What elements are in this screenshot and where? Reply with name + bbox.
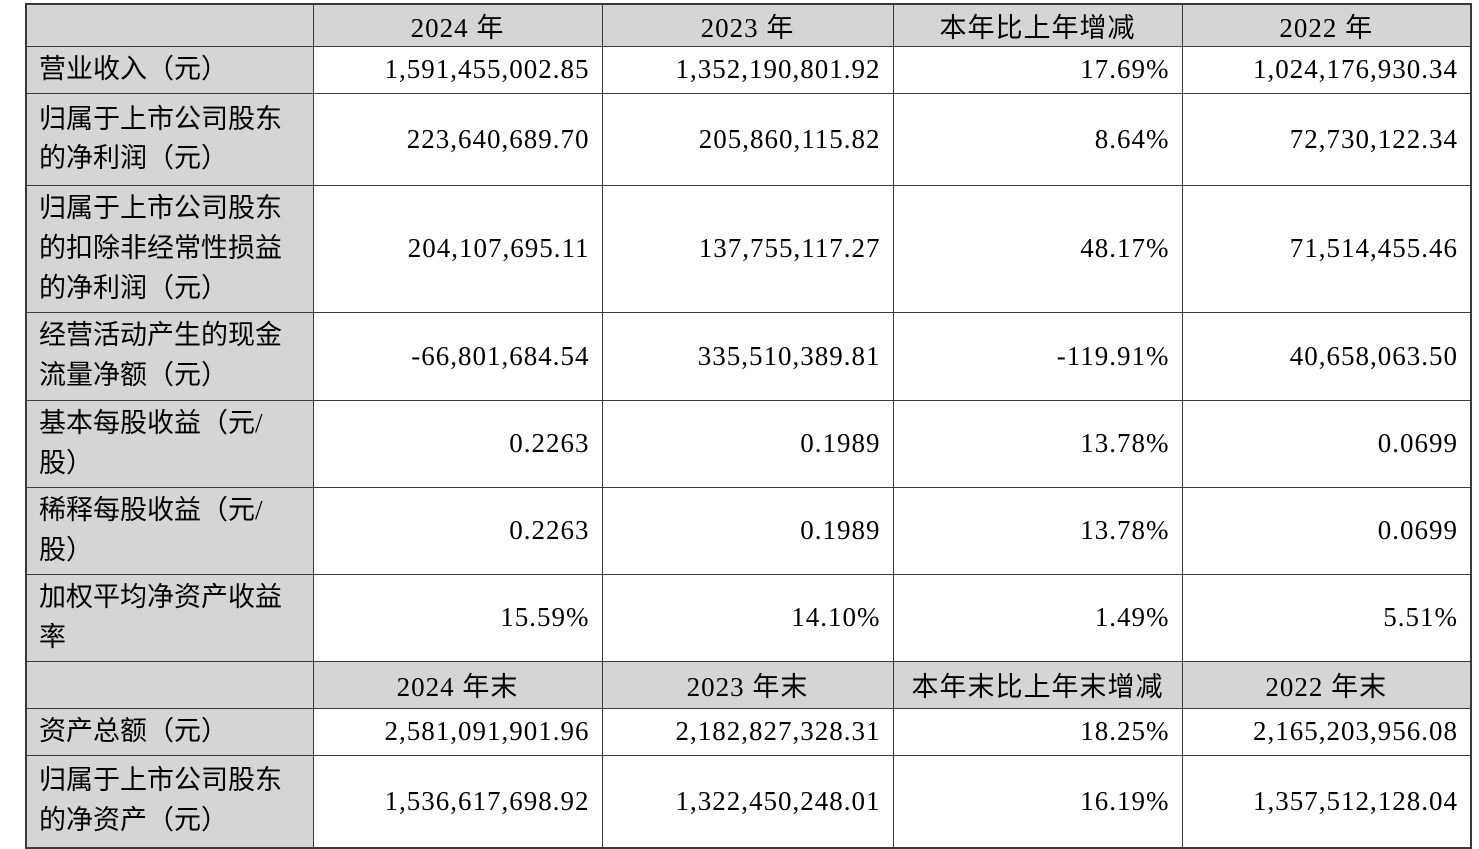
value-cell-2023: 0.1989 (601, 486, 894, 575)
value-cell-2023: 205,860,115.82 (601, 92, 894, 186)
value-cell-change: 48.17% (892, 184, 1183, 313)
value-cell-2023: 137,755,117.27 (601, 184, 894, 313)
value-cell-change: 17.69% (892, 46, 1183, 94)
column-header-2023: 2023 年 (601, 3, 894, 47)
table-row-total-assets: 资产总额（元） 2,581,091,901.96 2,182,827,328.3… (25, 707, 1472, 756)
table-row-net-profit-excl-nonrecurring: 归属于上市公司股东的扣除非经常性损益的净利润（元） 204,107,695.11… (25, 184, 1472, 313)
value-cell-2024: 1,591,455,002.85 (312, 46, 603, 94)
value-cell-2024: 0.2263 (312, 486, 603, 575)
table-row-net-assets-attributable: 归属于上市公司股东的净资产（元） 1,536,617,698.92 1,322,… (25, 754, 1472, 849)
value-cell-2022: 71,514,455.46 (1181, 184, 1472, 313)
row-label: 归属于上市公司股东的净资产（元） (25, 754, 314, 849)
row-label: 基本每股收益（元/股） (25, 399, 314, 488)
value-cell-2022: 5.51% (1181, 573, 1472, 662)
column-header-2023-end: 2023 年末 (601, 660, 894, 709)
table-row-net-profit-attributable: 归属于上市公司股东的净利润（元） 223,640,689.70 205,860,… (25, 92, 1472, 186)
column-header-2022-end: 2022 年末 (1181, 660, 1472, 709)
corner-cell (25, 3, 314, 47)
value-cell-2023: 1,352,190,801.92 (601, 46, 894, 94)
value-cell-2022: 0.0699 (1181, 486, 1472, 575)
value-cell-change: 13.78% (892, 399, 1183, 488)
table-row-operating-revenue: 营业收入（元） 1,591,455,002.85 1,352,190,801.9… (25, 46, 1472, 94)
row-label: 资产总额（元） (25, 707, 314, 756)
table-row-diluted-eps: 稀释每股收益（元/股） 0.2263 0.1989 13.78% 0.0699 (25, 486, 1472, 575)
value-cell-2022: 1,024,176,930.34 (1181, 46, 1472, 94)
value-cell-2023: 335,510,389.81 (601, 311, 894, 401)
table-header-row-year-end: 2024 年末 2023 年末 本年末比上年末增减 2022 年末 (25, 660, 1472, 709)
value-cell-2022: 1,357,512,128.04 (1181, 754, 1472, 849)
financial-summary-table: 2024 年 2023 年 本年比上年增减 2022 年 营业收入（元） 1,5… (25, 3, 1472, 849)
column-header-2022: 2022 年 (1181, 3, 1472, 47)
value-cell-2023: 14.10% (601, 573, 894, 662)
value-cell-2022: 72,730,122.34 (1181, 92, 1472, 186)
value-cell-2024: 204,107,695.11 (312, 184, 603, 313)
value-cell-2024: -66,801,684.54 (312, 311, 603, 401)
column-header-yoy-change: 本年比上年增减 (892, 3, 1183, 47)
table-row-basic-eps: 基本每股收益（元/股） 0.2263 0.1989 13.78% 0.0699 (25, 399, 1472, 488)
value-cell-change: 1.49% (892, 573, 1183, 662)
value-cell-change: 18.25% (892, 707, 1183, 756)
table-row-weighted-avg-roe: 加权平均净资产收益率 15.59% 14.10% 1.49% 5.51% (25, 573, 1472, 662)
value-cell-2024: 0.2263 (312, 399, 603, 488)
value-cell-2022: 0.0699 (1181, 399, 1472, 488)
row-label: 归属于上市公司股东的扣除非经常性损益的净利润（元） (25, 184, 314, 313)
corner-cell (25, 660, 314, 709)
table-row-operating-cash-flow: 经营活动产生的现金流量净额（元） -66,801,684.54 335,510,… (25, 311, 1472, 401)
value-cell-2022: 40,658,063.50 (1181, 311, 1472, 401)
value-cell-change: 16.19% (892, 754, 1183, 849)
value-cell-change: 13.78% (892, 486, 1183, 575)
value-cell-change: -119.91% (892, 311, 1183, 401)
table-header-row-annual: 2024 年 2023 年 本年比上年增减 2022 年 (25, 3, 1472, 47)
value-cell-2024: 223,640,689.70 (312, 92, 603, 186)
value-cell-2023: 1,322,450,248.01 (601, 754, 894, 849)
value-cell-2024: 1,536,617,698.92 (312, 754, 603, 849)
value-cell-2024: 15.59% (312, 573, 603, 662)
value-cell-2022: 2,165,203,956.08 (1181, 707, 1472, 756)
column-header-2024: 2024 年 (312, 3, 603, 47)
value-cell-2024: 2,581,091,901.96 (312, 707, 603, 756)
row-label: 加权平均净资产收益率 (25, 573, 314, 662)
value-cell-2023: 0.1989 (601, 399, 894, 488)
value-cell-2023: 2,182,827,328.31 (601, 707, 894, 756)
row-label: 营业收入（元） (25, 46, 314, 94)
row-label: 归属于上市公司股东的净利润（元） (25, 92, 314, 186)
value-cell-change: 8.64% (892, 92, 1183, 186)
row-label: 稀释每股收益（元/股） (25, 486, 314, 575)
row-label: 经营活动产生的现金流量净额（元） (25, 311, 314, 401)
column-header-2024-end: 2024 年末 (312, 660, 603, 709)
column-header-yoy-end-change: 本年末比上年末增减 (892, 660, 1183, 709)
